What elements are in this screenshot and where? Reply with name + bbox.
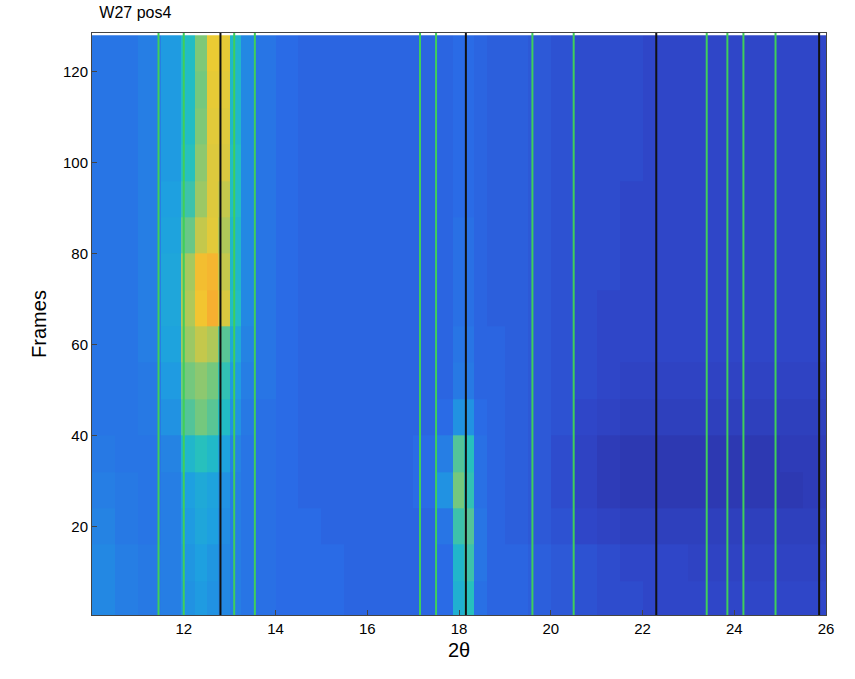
svg-text:22: 22 — [634, 620, 651, 637]
svg-text:16: 16 — [359, 620, 376, 637]
svg-text:W27 pos4: W27 pos4 — [99, 4, 171, 21]
svg-text:120: 120 — [63, 63, 88, 80]
svg-text:18: 18 — [451, 620, 468, 637]
svg-text:80: 80 — [71, 245, 88, 262]
svg-text:60: 60 — [71, 336, 88, 353]
svg-text:24: 24 — [726, 620, 743, 637]
svg-text:20: 20 — [542, 620, 559, 637]
svg-text:26: 26 — [818, 620, 835, 637]
svg-text:40: 40 — [71, 427, 88, 444]
svg-text:14: 14 — [267, 620, 284, 637]
svg-text:20: 20 — [71, 518, 88, 535]
svg-text:Frames: Frames — [28, 290, 50, 358]
svg-text:12: 12 — [175, 620, 192, 637]
svg-text:100: 100 — [63, 154, 88, 171]
svg-text:2θ: 2θ — [448, 639, 470, 661]
